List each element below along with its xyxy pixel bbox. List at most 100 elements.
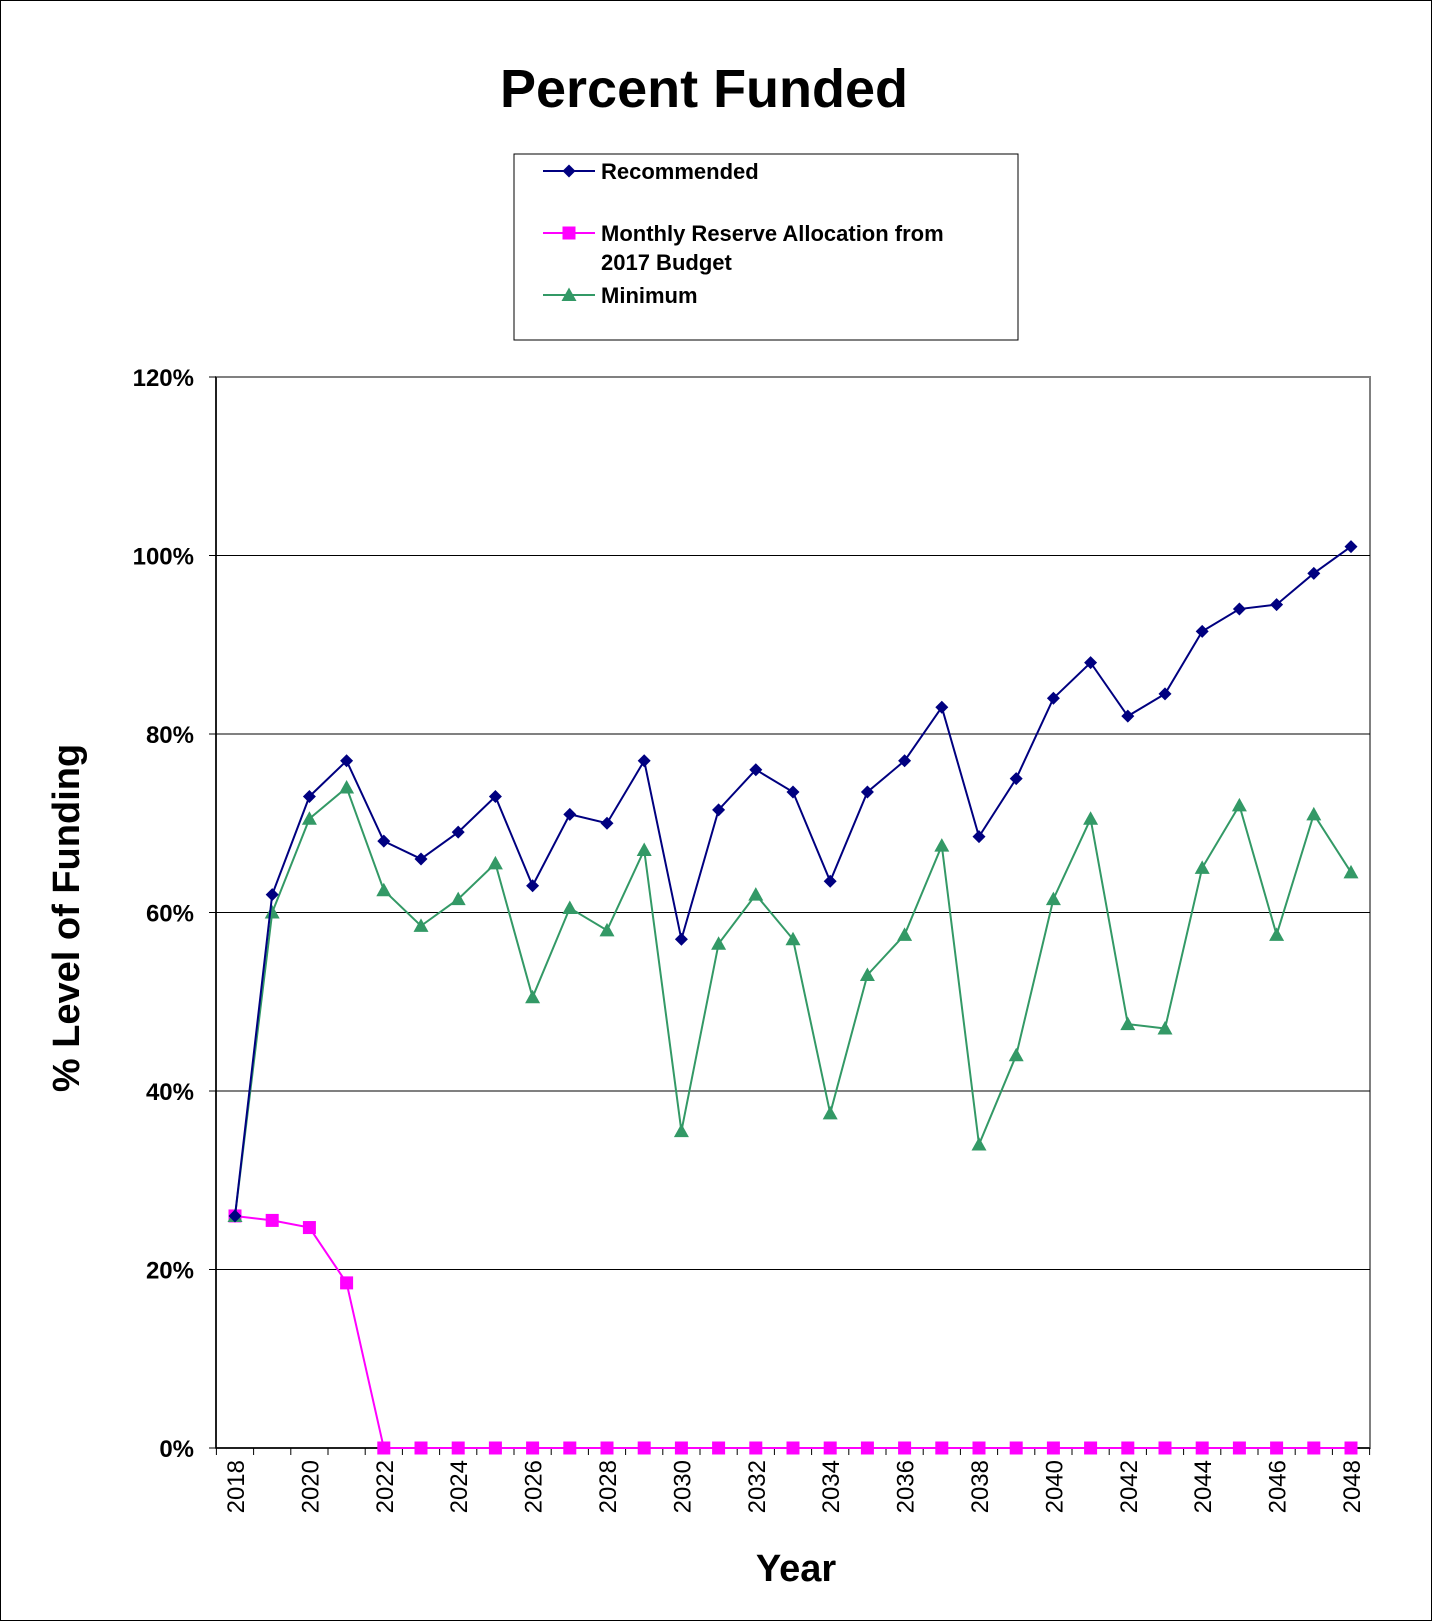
data-point [898,1441,912,1455]
data-point [823,874,837,888]
data-point [711,936,727,950]
data-point [526,879,540,893]
data-point [637,1441,651,1455]
legend-box [513,153,1019,341]
data-point [1195,624,1209,638]
x-tick-label: 2038 [967,1460,994,1513]
data-point [1046,691,1060,705]
data-point [1232,602,1246,616]
data-point [1270,598,1284,612]
series-line [234,545,1352,1217]
data-point [1231,797,1247,812]
data-point [1083,811,1099,825]
data-point [600,816,614,830]
y-tick-label: 80% [146,722,194,749]
data-point [972,1441,986,1455]
x-tick-label: 2018 [223,1460,250,1513]
data-point [563,1441,577,1455]
data-point [1158,687,1172,701]
data-point [488,1441,502,1455]
data-point [786,1441,800,1455]
data-point [1343,864,1359,879]
y-axis-title: % Level of Funding [46,744,88,1092]
y-tick-label: 0% [159,1436,194,1463]
data-point [1157,1021,1173,1035]
data-point [748,887,764,901]
legend-marker [562,226,576,240]
data-point [749,763,763,777]
data-point [1344,540,1358,554]
data-point [301,811,317,825]
series-square [228,1209,1358,1455]
data-point [451,1441,465,1455]
data-point [562,900,578,915]
data-point [972,830,986,844]
data-point [712,803,726,817]
data-point [935,1441,949,1455]
data-point [860,1441,874,1455]
x-tick-label: 2046 [1265,1460,1292,1513]
legend-label: Recommended [601,159,759,184]
data-point [563,807,577,821]
data-point [450,891,466,906]
data-point [712,1441,726,1455]
chart-title: Percent Funded [500,59,908,119]
data-point [1121,1441,1135,1455]
data-point [487,855,503,870]
data-point [488,789,502,803]
data-point [1120,1016,1136,1031]
data-point [1009,772,1023,786]
series-diamond [228,540,1358,1223]
data-point [785,931,801,946]
data-point [414,1441,428,1455]
data-point [822,1105,838,1120]
x-axis-title: Year [756,1548,837,1590]
data-point [1045,891,1061,906]
data-point [674,932,688,946]
x-tick-label: 2028 [595,1460,622,1513]
y-tick-label: 60% [146,901,194,928]
data-point [525,989,541,1004]
x-tick-label: 2024 [446,1460,473,1513]
data-point [340,1276,354,1290]
x-tick-label: 2042 [1116,1460,1143,1513]
data-point [749,1441,763,1455]
x-tick-label: 2030 [669,1460,696,1513]
data-point [1270,1441,1284,1455]
data-point [786,785,800,799]
x-tick-label: 2022 [372,1460,399,1513]
data-point [413,918,429,932]
x-tick-label: 2032 [744,1460,771,1513]
data-point [599,922,615,937]
data-point [302,789,316,803]
data-point [971,1137,987,1151]
data-point [414,852,428,866]
x-tick-label: 2034 [818,1460,845,1513]
data-point [228,1209,242,1223]
data-point [1158,1441,1172,1455]
data-point [265,888,279,902]
data-point [600,1441,614,1455]
data-point [860,785,874,799]
data-point [377,834,391,848]
data-point [1307,1441,1321,1455]
legend: Recommended Monthly Reserve Allocation fr… [513,153,1019,341]
x-tick-label: 2048 [1339,1460,1366,1513]
data-point [1306,806,1322,821]
data-point [935,700,949,714]
legend-label: 2017 Budget [601,250,732,275]
y-tick-label: 100% [133,544,194,571]
legend-marker [562,164,576,178]
data-point [1121,709,1135,723]
data-point [636,842,652,857]
x-tick-label: 2026 [521,1460,548,1513]
legend-label: Monthly Reserve Allocation from [601,221,944,246]
data-point [377,1441,391,1455]
data-point [376,882,392,897]
legend-label: Minimum [601,283,698,308]
data-point [1009,1441,1023,1455]
data-point [1046,1441,1060,1455]
data-point [1008,1047,1024,1062]
data-point [1269,927,1285,941]
